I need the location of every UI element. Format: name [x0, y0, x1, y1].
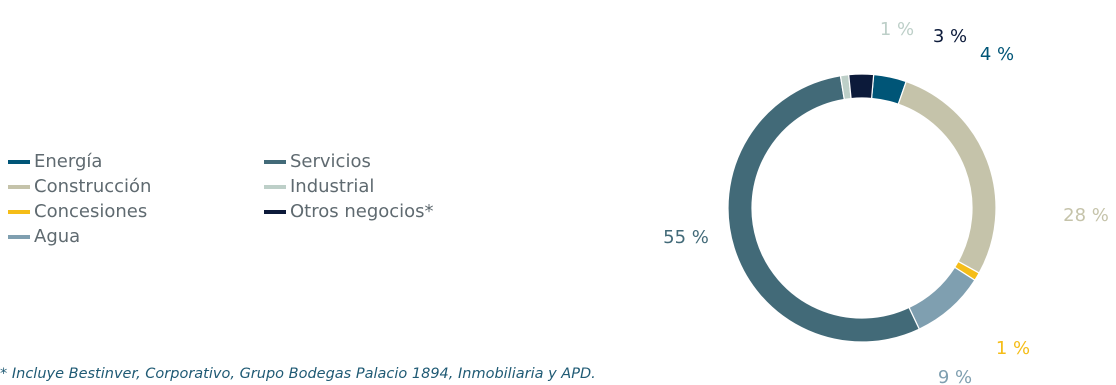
legend-label-concesiones: Concesiones — [34, 201, 148, 222]
slice-label-3: 9 % — [938, 367, 972, 385]
legend-swatch-servicios — [264, 159, 286, 164]
slice-label-6: 3 % — [933, 26, 967, 47]
slice-3 — [908, 266, 976, 330]
legend-item-otros: Otros negocios* — [264, 201, 434, 222]
legend-label-otros: Otros negocios* — [290, 201, 434, 222]
legend-item-agua: Agua — [8, 226, 80, 247]
legend-label-energia: Energía — [34, 151, 103, 172]
legend-swatch-concesiones — [8, 209, 30, 214]
donut-slices — [727, 73, 997, 343]
slice-label-4: 55 % — [663, 227, 709, 248]
legend-swatch-agua — [8, 234, 30, 239]
slice-6 — [848, 73, 875, 100]
legend-item-energia: Energía — [8, 151, 102, 172]
legend-item-construccion: Construcción — [8, 176, 151, 197]
legend-label-construccion: Construcción — [34, 176, 152, 197]
slice-label-2: 1 % — [996, 338, 1030, 359]
legend-item-servicios: Servicios — [264, 151, 371, 172]
slice-label-1: 28 % — [1063, 205, 1109, 226]
legend-swatch-industrial — [264, 184, 286, 189]
legend-label-industrial: Industrial — [290, 176, 375, 197]
slice-1 — [897, 80, 997, 274]
legend-label-agua: Agua — [34, 226, 81, 247]
legend-swatch-otros — [264, 209, 286, 214]
legend-swatch-construccion — [8, 184, 30, 189]
legend-label-servicios: Servicios — [290, 151, 371, 172]
legend-item-industrial: Industrial — [264, 176, 374, 197]
legend-item-concesiones: Concesiones — [8, 201, 147, 222]
slice-label-5: 1 % — [880, 19, 914, 40]
chart-footnote: * Incluye Bestinver, Corporativo, Grupo … — [0, 366, 596, 382]
legend-swatch-energia — [8, 159, 30, 164]
chart-legend: Energía Construcción Concesiones Agua Se… — [8, 151, 528, 281]
slice-4 — [727, 75, 921, 343]
slice-label-0: 4 % — [980, 44, 1014, 65]
donut-labels: 4 % 28 % 1 % 9 % 55 % 1 % 3 % — [663, 19, 1109, 385]
